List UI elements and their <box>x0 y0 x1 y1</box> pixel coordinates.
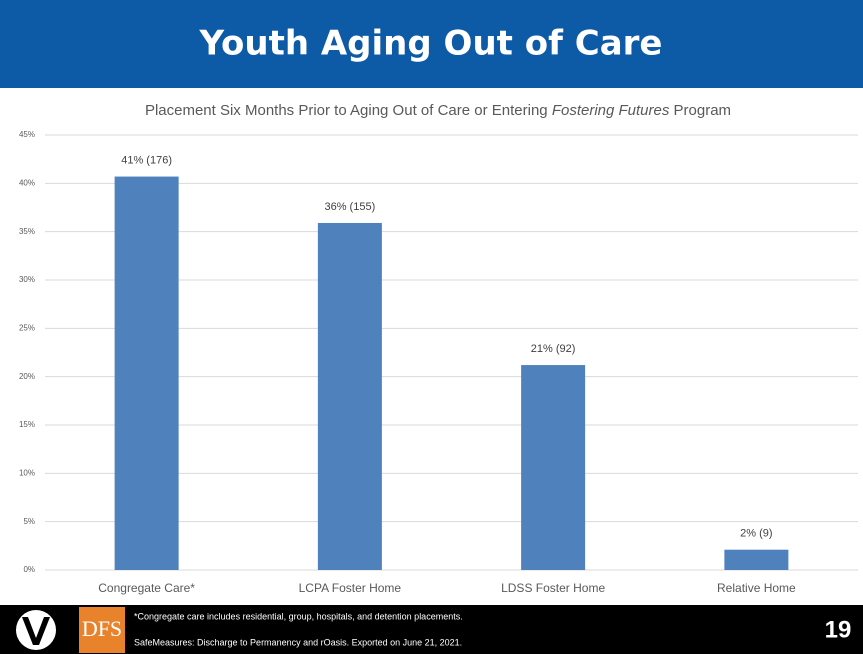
data-label: 41% (176) <box>121 154 172 166</box>
subtitle-part: Program <box>669 102 731 119</box>
chart-subtitle: Placement Six Months Prior to Aging Out … <box>145 102 731 119</box>
footnote: *Congregate care includes residential, g… <box>134 611 463 621</box>
logo-dfs <box>79 607 125 653</box>
y-tick-label: 40% <box>19 178 35 187</box>
bar <box>114 176 179 571</box>
y-tick-label: 0% <box>23 565 35 574</box>
page-number: 19 <box>825 616 852 643</box>
data-label: 2% (9) <box>740 528 772 540</box>
x-tick-label: Relative Home <box>717 581 796 595</box>
data-label: 36% (155) <box>324 201 375 213</box>
x-tick-label: Congregate Care* <box>98 581 195 595</box>
x-tick-label: LDSS Foster Home <box>501 581 605 595</box>
data-label: 21% (92) <box>531 343 576 355</box>
footer-band <box>0 605 863 654</box>
source-note: SafeMeasures: Discharge to Permanency an… <box>134 637 462 647</box>
y-tick-label: 35% <box>19 227 35 236</box>
header-band <box>0 0 863 88</box>
slide-title: Youth Aging Out of Care <box>199 24 663 64</box>
plot: 0% 5% 10% 15% 20% 25% 30% 35% 40% 45% Congregate C… <box>19 130 858 595</box>
logo-dfs-text: DFS <box>82 616 122 641</box>
y-tick-label: 20% <box>19 372 35 381</box>
y-tick-label: 30% <box>19 275 35 284</box>
bar <box>521 365 586 570</box>
bar <box>724 549 789 570</box>
bar <box>317 222 382 570</box>
logo-v-mark <box>22 617 50 645</box>
y-tick-label: 15% <box>19 420 35 429</box>
y-tick-label: 45% <box>19 130 35 139</box>
subtitle-part: Placement Six Months Prior to Aging Out … <box>145 102 552 119</box>
x-tick-label: LCPA Foster Home <box>299 581 402 595</box>
y-tick-label: 25% <box>19 323 35 332</box>
y-tick-label: 10% <box>19 468 35 477</box>
subtitle-part: Fostering Futures <box>552 102 670 119</box>
y-tick-label: 5% <box>23 517 35 526</box>
